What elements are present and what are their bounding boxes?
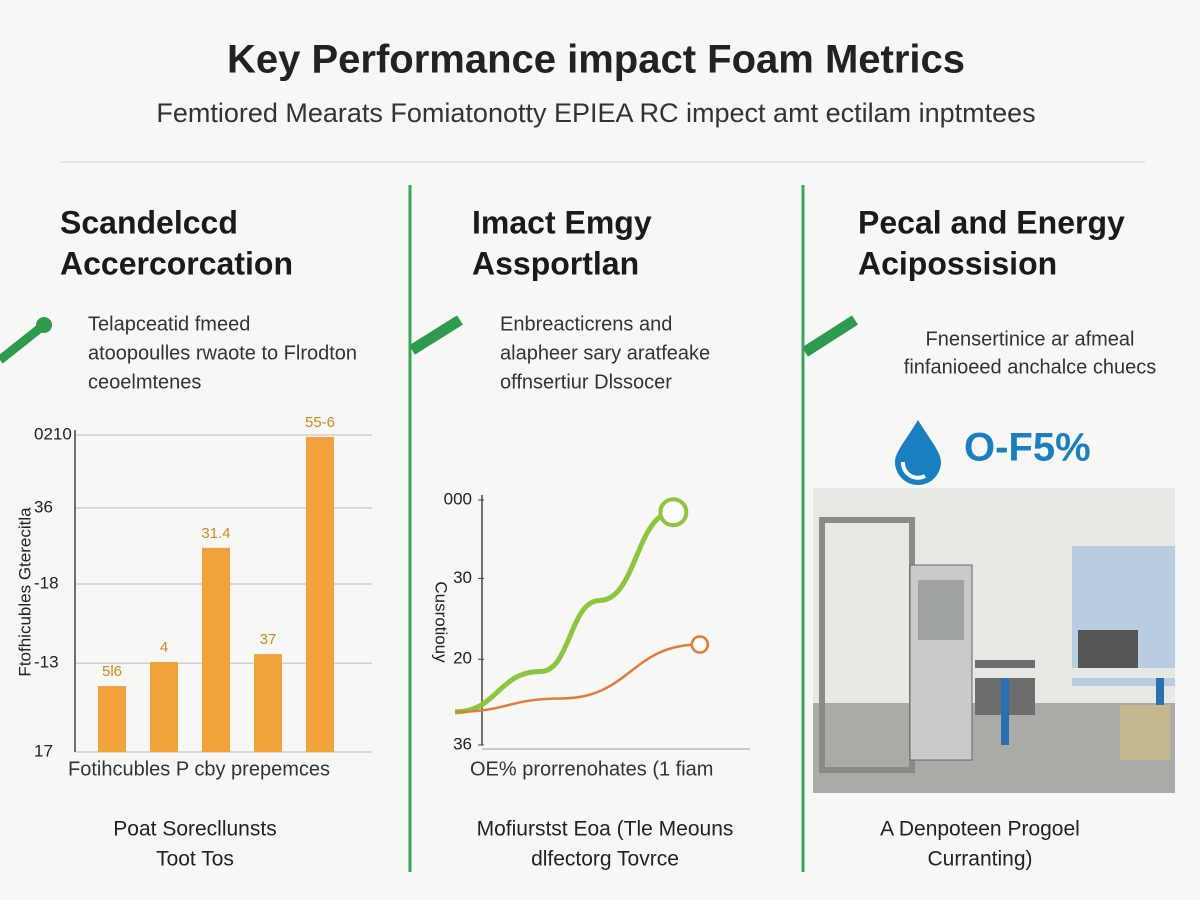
panel-heading: Assportlan bbox=[472, 245, 639, 281]
y-tick-label: 36 bbox=[34, 497, 53, 516]
y-tick-label: 17 bbox=[34, 741, 53, 760]
panel-heading: Pecal and Energy bbox=[858, 204, 1125, 240]
panel-description: Enbreacticrens and bbox=[500, 313, 672, 335]
panel-description: offnsertiur Dlssocer bbox=[500, 371, 672, 393]
panel-description: atoopoulles rwaote to Flrodton bbox=[88, 342, 357, 364]
series-line bbox=[454, 643, 700, 714]
drop-icon bbox=[895, 420, 941, 485]
stat: O-F5% bbox=[964, 426, 1091, 470]
panel-footer: A Denpoteen Progoel bbox=[880, 818, 1080, 841]
accent bbox=[0, 321, 47, 364]
panel-description: alapheer sary aratfeake bbox=[500, 342, 710, 364]
x-axis-label: OE% prorrenohates (1 fiam bbox=[470, 758, 713, 780]
panel-heading: Imact Emgy bbox=[472, 204, 652, 240]
y-tick-label: 20 bbox=[453, 649, 472, 668]
title: Key Performance impact Foam Metrics bbox=[227, 38, 965, 82]
panel-description: Fnensertinice ar afmeal bbox=[926, 328, 1135, 350]
subtitle: Femtiored Mearats Fomiatonotty EPIEA RC … bbox=[156, 98, 1035, 128]
y-tick-label: 36 bbox=[453, 734, 472, 753]
y-axis-label: Ftofhicubles Gterecitla bbox=[15, 507, 34, 677]
series-line bbox=[454, 509, 674, 715]
x-axis-label: Fotihcubles P cby prepemces bbox=[68, 758, 330, 780]
value-label: 4 bbox=[160, 639, 168, 656]
bar bbox=[202, 547, 230, 752]
y-tick-label: -13 bbox=[34, 653, 59, 672]
accent bbox=[409, 315, 463, 355]
bar bbox=[306, 436, 334, 752]
y-tick-label: 000 bbox=[444, 489, 472, 508]
panel-heading: Acipossision bbox=[858, 245, 1057, 281]
panel-description: ceoelmtenes bbox=[88, 371, 201, 393]
lab-photo bbox=[813, 488, 1175, 793]
panel-description: Telapceatid fmeed bbox=[88, 313, 250, 335]
panel-heading: Accercorcation bbox=[60, 245, 293, 281]
value-label: 55-6 bbox=[305, 414, 335, 431]
y-tick-label: -18 bbox=[34, 573, 59, 592]
panel-description: finfanioeed anchalce chuecs bbox=[904, 356, 1156, 378]
bar bbox=[254, 654, 282, 752]
accent-dot bbox=[36, 317, 52, 333]
drop-highlight bbox=[901, 461, 926, 480]
point-marker bbox=[690, 635, 710, 654]
accent bbox=[802, 315, 858, 357]
value-label: 31.4 bbox=[201, 525, 230, 542]
panel-heading: Scandelccd bbox=[60, 204, 238, 240]
panel-footer: Toot Tos bbox=[156, 848, 234, 871]
value-label: 37 bbox=[260, 631, 277, 648]
bar bbox=[98, 686, 126, 752]
y-tick-label: 30 bbox=[453, 568, 472, 587]
point-marker bbox=[658, 497, 689, 528]
panel-footer: dlfectorg Tovrce bbox=[531, 848, 679, 871]
y-tick-label: 0210 bbox=[34, 424, 72, 443]
y-axis-label: Cusrotiouy bbox=[432, 581, 451, 663]
panel-footer: Mofiurstst Eoa (Tle Meouns bbox=[477, 818, 734, 841]
panel-footer: Poat Sorecllunsts bbox=[113, 818, 276, 841]
panel-footer: Curranting) bbox=[927, 848, 1032, 871]
bar bbox=[150, 661, 178, 752]
value-label: 5l6 bbox=[102, 663, 122, 680]
